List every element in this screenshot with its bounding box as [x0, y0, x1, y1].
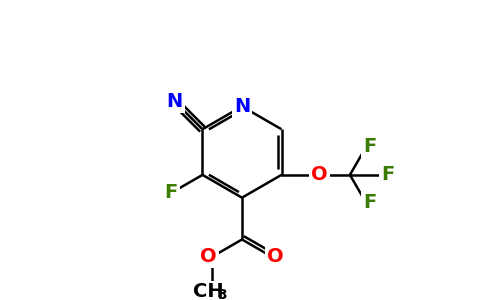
Text: O: O — [200, 247, 217, 266]
Text: N: N — [234, 97, 250, 116]
Text: F: F — [363, 137, 377, 156]
Text: N: N — [166, 92, 182, 110]
Text: O: O — [267, 247, 284, 266]
Text: F: F — [165, 183, 178, 202]
Text: F: F — [381, 165, 394, 184]
Text: CH: CH — [193, 282, 224, 300]
Text: F: F — [363, 194, 377, 212]
Text: 3: 3 — [217, 288, 227, 300]
Text: O: O — [311, 165, 328, 184]
